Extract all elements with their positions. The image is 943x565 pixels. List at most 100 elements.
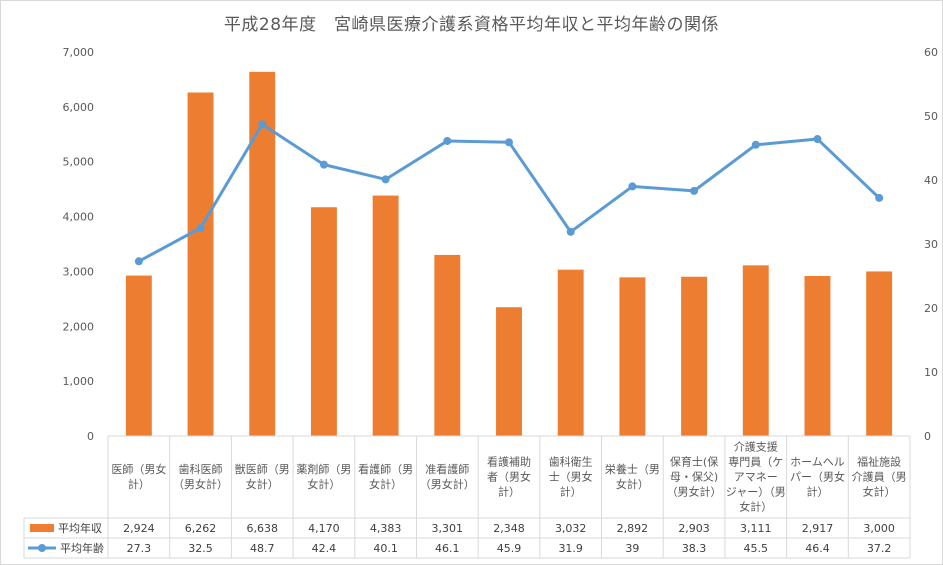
table-value-income: 2,892 xyxy=(617,522,649,535)
bar xyxy=(125,275,152,436)
table-value-age: 45.5 xyxy=(744,542,769,555)
bar xyxy=(619,277,646,436)
table-value-income: 4,383 xyxy=(370,522,402,535)
category-label: 女計） xyxy=(307,477,340,491)
category-label: 准看護師 xyxy=(425,462,469,476)
bar xyxy=(496,307,522,436)
category-label: アマネー xyxy=(734,471,778,484)
category-label: 計） xyxy=(498,485,520,499)
y-left-tick-label: 0 xyxy=(87,430,94,443)
category-label: 者（男女 xyxy=(487,470,531,484)
table-value-age: 32.5 xyxy=(188,542,213,555)
category-label: 栄養士（男 xyxy=(605,462,660,476)
table-value-income: 3,032 xyxy=(555,522,587,535)
line-point xyxy=(751,140,760,149)
legend-key-marker xyxy=(38,544,46,552)
table-value-age: 39 xyxy=(625,542,639,555)
bar xyxy=(742,265,769,436)
line-point xyxy=(505,138,513,147)
y-left-tick-label: 2,000 xyxy=(63,320,95,333)
category-label: ジャー）（男 xyxy=(726,486,786,499)
category-label: 福祉施設 xyxy=(857,455,901,469)
category-label: 歯科医師 xyxy=(179,462,223,476)
table-value-age: 37.2 xyxy=(867,542,892,555)
line-point xyxy=(875,193,884,202)
y-left-tick-label: 5,000 xyxy=(63,156,95,169)
bar xyxy=(681,276,708,436)
bar xyxy=(187,92,214,437)
line-point xyxy=(381,175,390,184)
category-label: 母・保父) xyxy=(670,470,718,484)
category-label: （男女計） xyxy=(173,477,228,491)
category-label: 専門員（ケ xyxy=(728,456,783,469)
category-label: 計） xyxy=(560,485,582,499)
table-value-age: 40.1 xyxy=(373,542,398,555)
category-label: 介護員（男 xyxy=(852,470,907,484)
table-value-income: 3,000 xyxy=(863,522,895,535)
table-value-age: 46.4 xyxy=(805,542,830,555)
y-right-tick-label: 10 xyxy=(924,366,938,379)
category-label: 薬剤師（男 xyxy=(296,462,351,476)
table-value-income: 3,301 xyxy=(432,522,464,535)
table-value-age: 38.3 xyxy=(682,542,707,555)
y-left-tick-label: 7,000 xyxy=(63,46,95,59)
line-point xyxy=(134,257,143,266)
category-label: 医師（男女 xyxy=(111,462,166,476)
legend-label-bar: 平均年収 xyxy=(58,521,102,535)
line-point xyxy=(258,120,267,129)
table-value-age: 31.9 xyxy=(558,542,583,555)
legend-key-bar xyxy=(30,524,54,532)
y-left-tick-label: 3,000 xyxy=(63,265,95,278)
category-label: 女計） xyxy=(863,485,896,499)
y-right-tick-label: 0 xyxy=(924,430,931,443)
y-right-tick-label: 30 xyxy=(924,238,938,251)
bar xyxy=(310,207,337,436)
table-value-age: 48.7 xyxy=(250,542,275,555)
table-value-age: 27.3 xyxy=(127,542,152,555)
table-value-income: 2,924 xyxy=(123,522,155,535)
category-label: （男女計） xyxy=(667,485,722,499)
bar xyxy=(866,271,893,436)
line-point xyxy=(566,227,575,236)
category-label: 女計） xyxy=(369,477,402,491)
table-value-income: 6,638 xyxy=(246,522,278,535)
category-label: 保育士(保 xyxy=(670,455,718,469)
category-label: 士（男女 xyxy=(549,470,593,484)
table-value-age: 46.1 xyxy=(435,542,460,555)
line-point xyxy=(690,186,699,195)
category-label: （男女計） xyxy=(420,477,475,491)
table-value-age: 45.9 xyxy=(497,542,522,555)
category-label: 看護補助 xyxy=(487,455,531,469)
table-value-income: 2,348 xyxy=(493,522,525,535)
bar xyxy=(434,254,461,436)
table-value-age: 42.4 xyxy=(312,542,337,555)
legend-label-line: 平均年齢 xyxy=(60,541,104,555)
category-label: 獣医師（男 xyxy=(235,462,290,476)
y-left-tick-label: 4,000 xyxy=(63,211,95,224)
bar xyxy=(372,195,399,436)
category-label: 歯科衛生 xyxy=(549,455,593,469)
category-label: 計） xyxy=(128,477,150,491)
bar xyxy=(804,275,831,436)
table-value-income: 6,262 xyxy=(185,522,217,535)
y-right-tick-label: 40 xyxy=(924,174,938,187)
category-label: 女計） xyxy=(246,477,279,491)
line-point xyxy=(196,224,205,232)
table-value-income: 3,111 xyxy=(740,522,772,535)
table-value-income: 2,903 xyxy=(678,522,710,535)
table-value-income: 2,917 xyxy=(802,522,834,535)
line-point xyxy=(443,136,452,145)
category-label: 介護支援 xyxy=(734,440,778,454)
category-label: ホームヘル xyxy=(790,456,845,469)
category-label: 計） xyxy=(806,485,828,499)
y-left-tick-label: 6,000 xyxy=(63,101,95,114)
y-right-tick-label: 20 xyxy=(924,302,938,315)
line-point xyxy=(628,182,637,191)
y-left-tick-label: 1,000 xyxy=(63,375,95,388)
bar xyxy=(249,71,276,437)
line-point xyxy=(813,135,822,144)
table-value-income: 4,170 xyxy=(308,522,340,535)
category-label: 女計） xyxy=(739,500,772,514)
